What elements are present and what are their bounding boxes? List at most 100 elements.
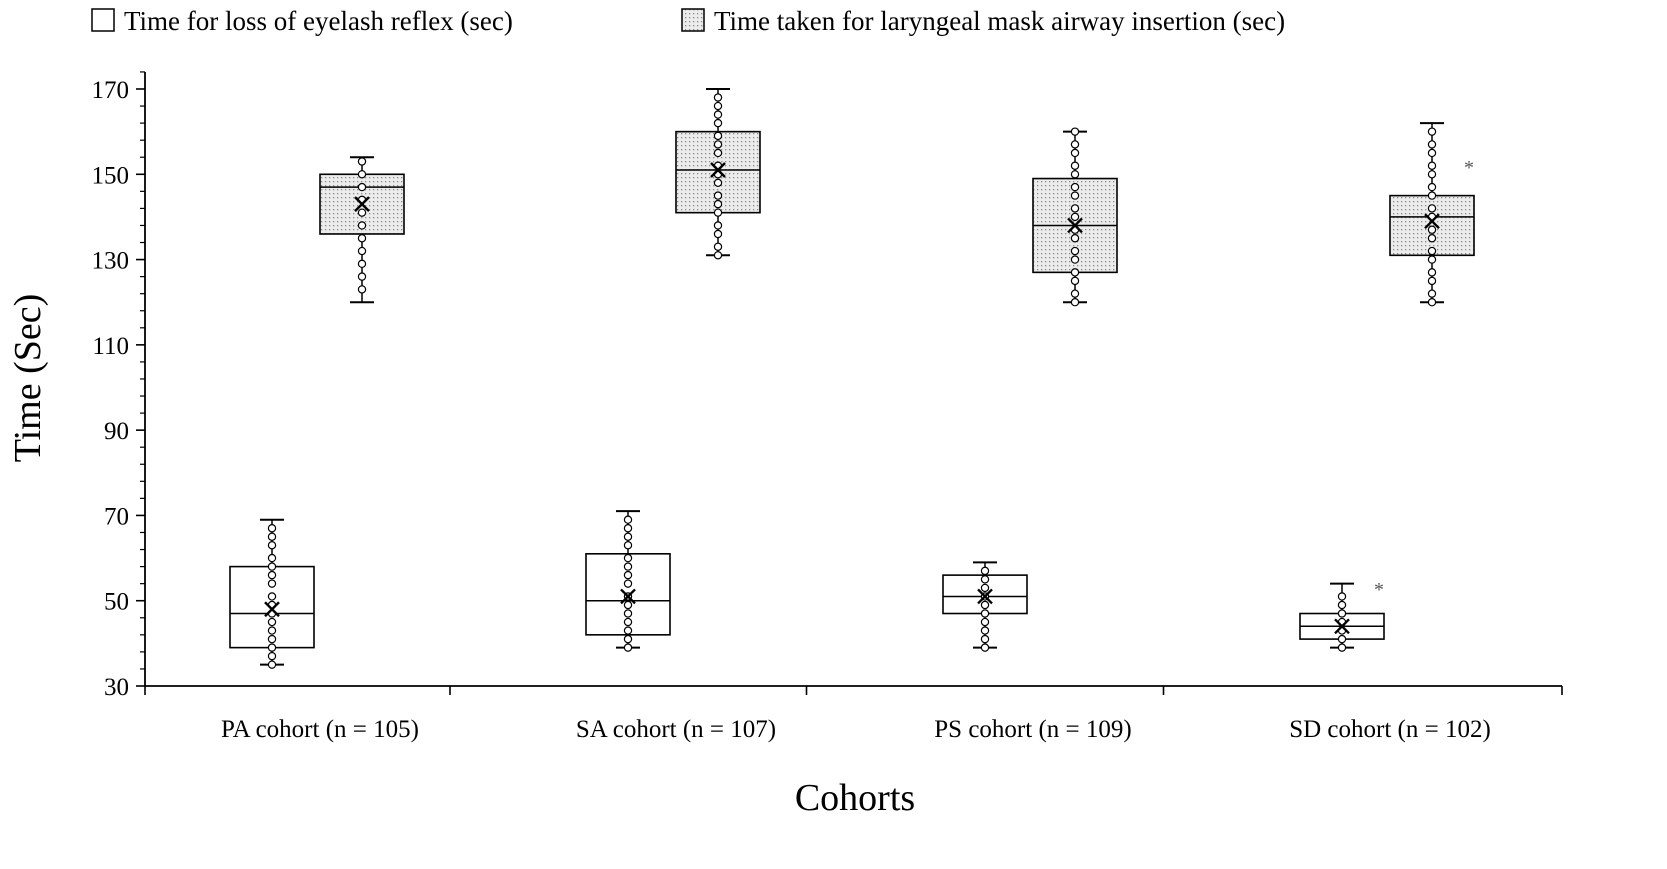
data-point [980, 617, 990, 627]
box-group [585, 510, 671, 652]
data-point [980, 600, 990, 610]
data-point [623, 579, 633, 588]
box-group [942, 561, 1028, 652]
data-point [267, 626, 277, 635]
data-point [623, 524, 633, 533]
data-point [267, 643, 277, 652]
mean-marker-b [710, 162, 726, 178]
data-point [1070, 234, 1080, 243]
data-point [713, 242, 723, 251]
data-point [357, 182, 367, 192]
data-point [713, 221, 723, 230]
data-point [267, 562, 277, 571]
data-point [623, 570, 633, 580]
y-tick-label: 130 [92, 248, 130, 275]
data-point [357, 157, 367, 166]
data-point [1427, 225, 1437, 234]
y-tick-label: 70 [104, 503, 129, 530]
y-axis-title: Time (Sec) [7, 294, 49, 463]
data-point [1070, 268, 1080, 277]
data-point [1337, 600, 1347, 610]
data-point [980, 566, 990, 576]
data-point [980, 609, 990, 618]
data-point [1070, 255, 1080, 264]
legend-label-lma: Time taken for laryngeal mask airway ins… [714, 6, 1285, 36]
data-point [623, 541, 633, 550]
y-tick-label: 90 [104, 418, 129, 445]
data-point [980, 643, 990, 652]
legend-swatch-eyelash [91, 8, 115, 32]
data-point [1070, 182, 1080, 192]
data-point [267, 524, 277, 533]
x-axis-category-labels: PA cohort (n = 105) SA cohort (n = 107) PS… [221, 716, 1491, 743]
data-point [623, 626, 633, 635]
data-point [357, 208, 367, 217]
data-point [1337, 592, 1347, 601]
box-group [675, 88, 761, 260]
data-point [267, 579, 277, 588]
x-axis-ticks [144, 686, 1563, 695]
y-tick-label: 50 [104, 589, 129, 616]
data-point [980, 583, 990, 593]
data-point [267, 617, 277, 627]
data-point [623, 634, 633, 644]
data-point [623, 515, 633, 524]
data-point [267, 570, 277, 580]
y-tick-label: 30 [104, 674, 129, 701]
data-point [357, 259, 367, 269]
box-group [319, 156, 405, 304]
data-point [623, 617, 633, 627]
legend: Time for loss of eyelash reflex (sec) Ti… [91, 6, 1285, 36]
data-point [1070, 191, 1080, 200]
data-point [1427, 289, 1437, 298]
data-point [1427, 161, 1437, 170]
mean-marker-b [1334, 618, 1350, 635]
data-point [713, 118, 723, 128]
mean-marker-b [1067, 217, 1083, 234]
data-point [1070, 298, 1080, 307]
outlier-marker: * [1374, 579, 1384, 601]
data-point [1427, 234, 1437, 243]
data-point [1070, 140, 1080, 149]
data-point [623, 643, 633, 652]
legend-swatch-lma [681, 8, 705, 32]
data-point [713, 199, 723, 209]
data-point [357, 234, 367, 243]
data-point [1427, 127, 1437, 136]
data-point [623, 600, 633, 610]
data-point [267, 541, 277, 550]
data-point [713, 148, 723, 158]
y-axis-ticks: 30 50 70 90 110 130 150 170 [92, 71, 145, 701]
x-category-label: PS cohort (n = 109) [934, 716, 1131, 743]
legend-label-eyelash: Time for loss of eyelash reflex (sec) [124, 6, 513, 36]
data-point [357, 170, 367, 179]
data-point [1070, 148, 1080, 158]
legend-item-lma: Time taken for laryngeal mask airway ins… [681, 6, 1285, 36]
data-point [1427, 191, 1437, 200]
data-point [713, 251, 723, 260]
mean-marker-b [977, 588, 993, 605]
data-point [267, 553, 277, 563]
data-point [1337, 634, 1347, 644]
data-point [623, 609, 633, 618]
data-point [1337, 609, 1347, 618]
data-point [1070, 204, 1080, 213]
box-group: * [1299, 579, 1385, 652]
data-point [357, 272, 367, 281]
data-point [713, 93, 723, 102]
x-category-label: SA cohort (n = 107) [576, 716, 776, 743]
data-point [713, 110, 723, 119]
data-point [713, 178, 723, 188]
data-point [1070, 170, 1080, 179]
box-plots: ** [229, 88, 1475, 669]
y-tick-label: 110 [92, 333, 129, 360]
mean-marker-b [264, 601, 280, 618]
box-group: * [1389, 122, 1475, 307]
x-category-label: PA cohort (n = 105) [221, 716, 419, 743]
data-point [357, 285, 367, 294]
mean-marker-b [620, 588, 636, 605]
data-point [1427, 204, 1437, 213]
data-point [1427, 298, 1437, 307]
data-point [267, 634, 277, 644]
